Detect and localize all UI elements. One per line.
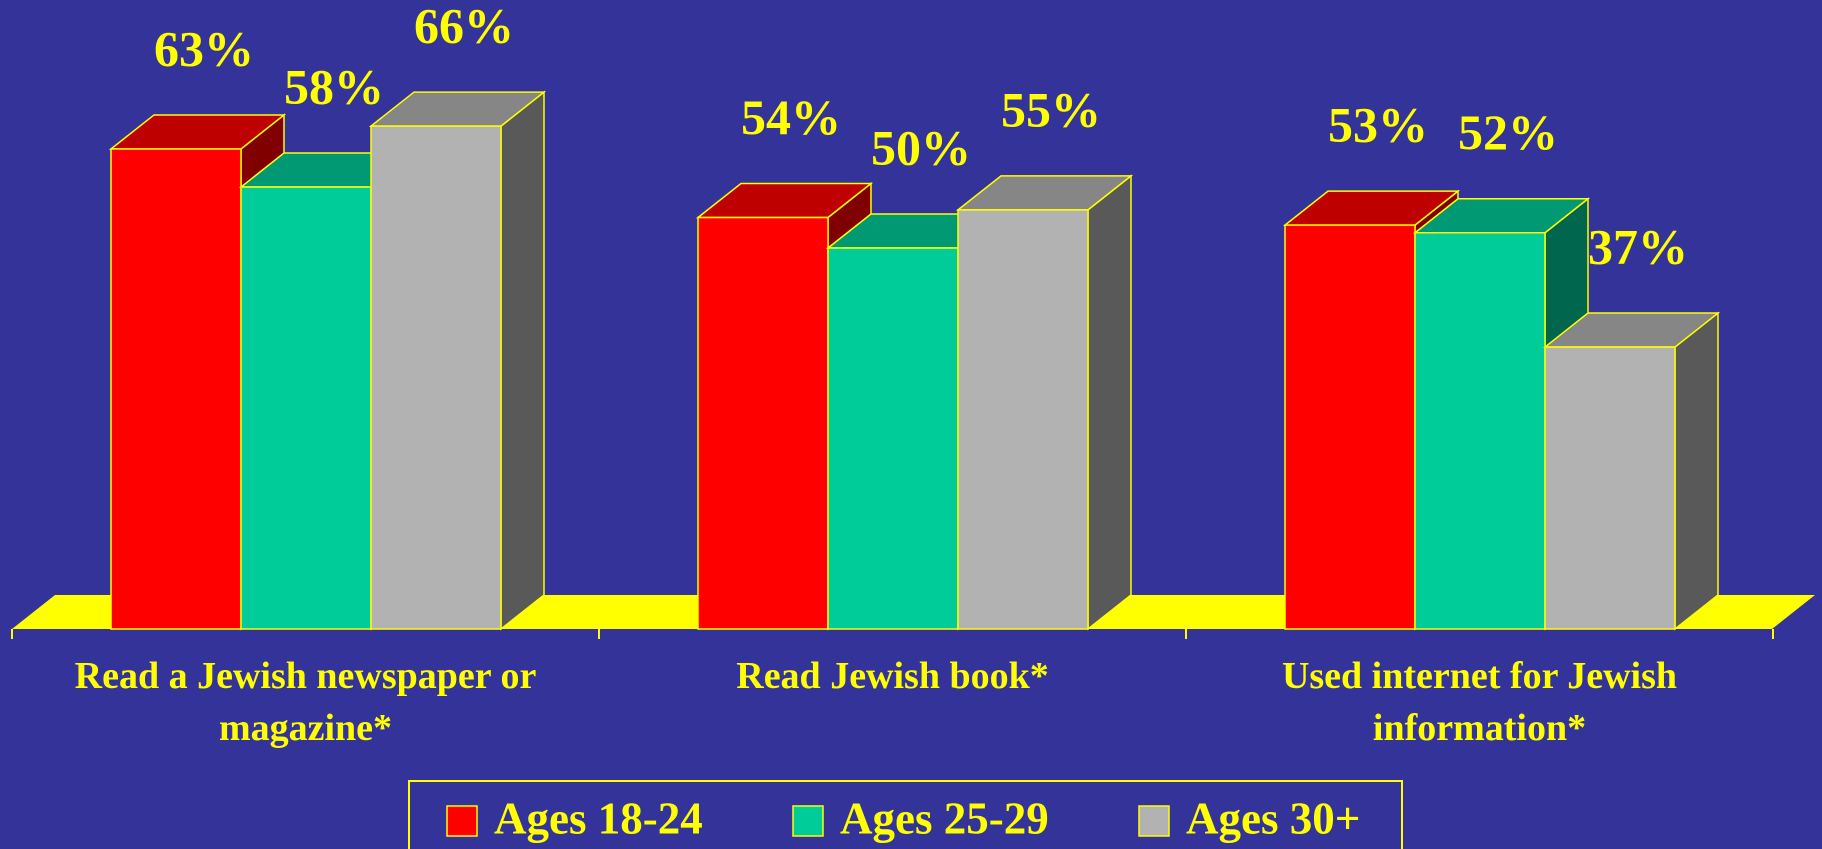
bar [827,247,959,630]
bar [1544,346,1676,630]
legend-label: Ages 25-29 [840,793,1049,843]
bar [1284,224,1416,630]
value-label: 63% [154,20,254,76]
bar [697,216,829,630]
category-label: Read Jewish book* [736,655,1049,697]
bar [957,209,1089,630]
bar [1414,232,1546,630]
legend-swatch [792,805,824,837]
value-label: 52% [1458,104,1558,160]
legend-label: Ages 18-24 [494,793,703,843]
bar-side [1087,174,1132,631]
value-label: 50% [871,119,971,175]
bar [110,148,242,630]
legend-swatch [1138,805,1170,837]
legend-box [408,780,1403,849]
value-label: 54% [741,89,841,145]
legend-label: Ages 30+ [1186,793,1360,843]
value-label: 53% [1328,97,1428,153]
category-label: Read a Jewish newspaper or magazine* [74,655,537,749]
value-label: 55% [1001,81,1101,137]
value-label: 66% [414,0,514,54]
value-label: 37% [1588,219,1688,275]
legend-swatch [446,805,478,837]
bar-side [500,90,545,631]
bar-side [1674,311,1719,631]
bar [240,186,372,630]
bar [370,125,502,630]
value-label: 58% [284,59,384,115]
category-label: Used internet for Jewish information* [1281,655,1678,749]
